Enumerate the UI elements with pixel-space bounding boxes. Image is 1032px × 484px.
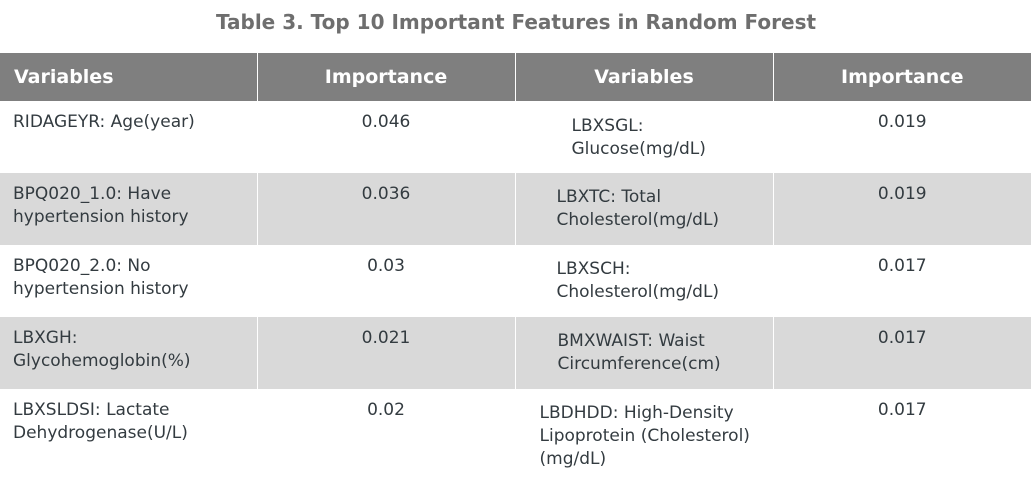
importance-cell: 0.036 bbox=[257, 173, 516, 245]
importance-cell: 0.019 bbox=[773, 173, 1031, 245]
header-row: Variables Importance Variables Importanc… bbox=[0, 53, 1031, 101]
table-row: BPQ020_1.0: Have hypertension history 0.… bbox=[0, 173, 1031, 245]
variable-cell: RIDAGEYR: Age(year) bbox=[0, 101, 258, 173]
table-row: RIDAGEYR: Age(year) 0.046 LBXSGL: Glucos… bbox=[0, 101, 1031, 173]
variable-cell: LBDHDD: High-Density Lipoprotein (Choles… bbox=[515, 389, 774, 477]
importance-cell: 0.02 bbox=[257, 389, 516, 477]
table-row: LBXSLDSI: Lactate Dehydrogenase(U/L) 0.0… bbox=[0, 389, 1031, 477]
importance-cell: 0.017 bbox=[877, 256, 927, 276]
table-title: Table 3. Top 10 Important Features in Ra… bbox=[215, 10, 817, 34]
feature-importance-table: Variables Importance Variables Importanc… bbox=[0, 53, 1031, 477]
table-row: BPQ020_2.0: No hypertension history 0.03… bbox=[0, 245, 1031, 317]
importance-cell: 0.017 bbox=[773, 317, 1031, 389]
header-importance-1: Importance bbox=[257, 53, 516, 101]
importance-cell: 0.021 bbox=[257, 317, 516, 389]
variable-cell: LBXSCH: Cholesterol(mg/dL) bbox=[515, 245, 774, 317]
variable-cell: LBXSGL: Glucose(mg/dL) bbox=[515, 101, 774, 173]
variable-cell: LBXTC: Total Cholesterol(mg/dL) bbox=[515, 173, 774, 245]
variable-cell: BPQ020_2.0: No hypertension history bbox=[0, 245, 258, 317]
importance-cell: 0.017 bbox=[877, 400, 927, 420]
importance-cell: 0.03 bbox=[257, 245, 516, 317]
variable-cell: BPQ020_1.0: Have hypertension history bbox=[0, 173, 258, 245]
importance-cell: 0.046 bbox=[257, 101, 516, 173]
header-importance-2: Importance bbox=[773, 53, 1031, 101]
variable-cell: BMXWAIST: Waist Circumference(cm) bbox=[515, 317, 774, 389]
variable-cell: LBXGH: Glycohemoglobin(%) bbox=[0, 317, 258, 389]
header-variables-1: Variables bbox=[0, 53, 258, 101]
header-variables-2: Variables bbox=[515, 53, 774, 101]
variable-cell: LBXSLDSI: Lactate Dehydrogenase(U/L) bbox=[0, 389, 258, 477]
table-row: LBXGH: Glycohemoglobin(%) 0.021 BMXWAIST… bbox=[0, 317, 1031, 389]
importance-cell: 0.019 bbox=[877, 112, 927, 132]
